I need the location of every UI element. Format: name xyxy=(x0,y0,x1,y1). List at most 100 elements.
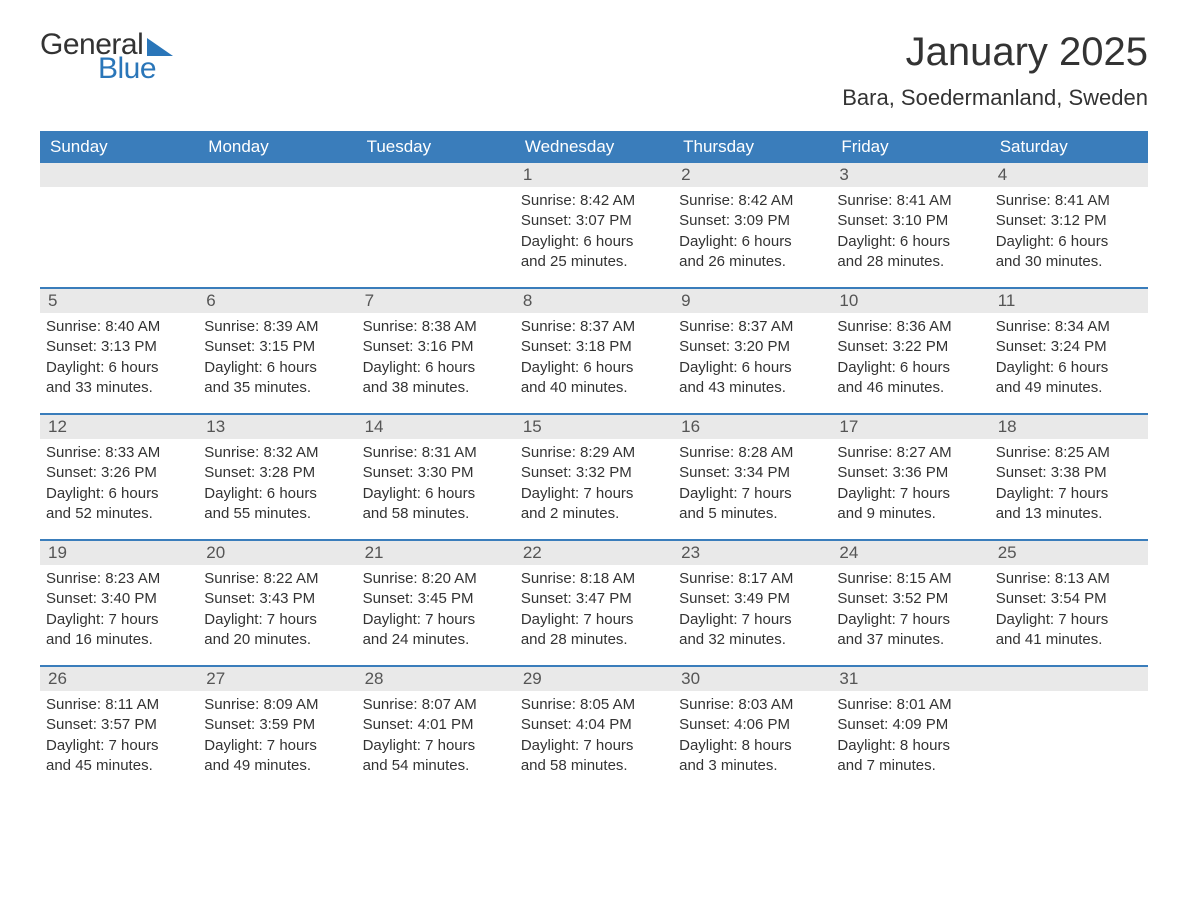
daylight-line: and 55 minutes. xyxy=(204,504,350,524)
day-number xyxy=(990,667,1148,691)
sunset-line: Sunset: 4:06 PM xyxy=(679,715,825,735)
day-content: Sunrise: 8:27 AMSunset: 3:36 PMDaylight:… xyxy=(831,443,989,524)
day-content: Sunrise: 8:22 AMSunset: 3:43 PMDaylight:… xyxy=(198,569,356,650)
weekday-header: Friday xyxy=(831,131,989,163)
day-number: 27 xyxy=(198,667,356,691)
daylight-line: Daylight: 7 hours xyxy=(363,610,509,630)
sunset-line: Sunset: 4:04 PM xyxy=(521,715,667,735)
daylight-line: Daylight: 7 hours xyxy=(46,736,192,756)
sunrise-line: Sunrise: 8:01 AM xyxy=(837,695,983,715)
sunrise-line: Sunrise: 8:18 AM xyxy=(521,569,667,589)
sunrise-line: Sunrise: 8:42 AM xyxy=(521,191,667,211)
sunrise-line: Sunrise: 8:41 AM xyxy=(837,191,983,211)
sunrise-line: Sunrise: 8:42 AM xyxy=(679,191,825,211)
sunset-line: Sunset: 3:38 PM xyxy=(996,463,1142,483)
sunrise-line: Sunrise: 8:34 AM xyxy=(996,317,1142,337)
day-cell: 15Sunrise: 8:29 AMSunset: 3:32 PMDayligh… xyxy=(515,415,673,539)
day-cell: 25Sunrise: 8:13 AMSunset: 3:54 PMDayligh… xyxy=(990,541,1148,665)
day-content: Sunrise: 8:11 AMSunset: 3:57 PMDaylight:… xyxy=(40,695,198,776)
day-content: Sunrise: 8:03 AMSunset: 4:06 PMDaylight:… xyxy=(673,695,831,776)
sunset-line: Sunset: 3:12 PM xyxy=(996,211,1142,231)
day-content: Sunrise: 8:23 AMSunset: 3:40 PMDaylight:… xyxy=(40,569,198,650)
day-content: Sunrise: 8:25 AMSunset: 3:38 PMDaylight:… xyxy=(990,443,1148,524)
sunrise-line: Sunrise: 8:22 AM xyxy=(204,569,350,589)
day-cell: 10Sunrise: 8:36 AMSunset: 3:22 PMDayligh… xyxy=(831,289,989,413)
sunrise-line: Sunrise: 8:41 AM xyxy=(996,191,1142,211)
day-number: 23 xyxy=(673,541,831,565)
day-cell: 19Sunrise: 8:23 AMSunset: 3:40 PMDayligh… xyxy=(40,541,198,665)
sunset-line: Sunset: 3:36 PM xyxy=(837,463,983,483)
week-row: 12Sunrise: 8:33 AMSunset: 3:26 PMDayligh… xyxy=(40,413,1148,539)
daylight-line: and 37 minutes. xyxy=(837,630,983,650)
day-cell xyxy=(198,163,356,287)
sunrise-line: Sunrise: 8:29 AM xyxy=(521,443,667,463)
weekday-header: Saturday xyxy=(990,131,1148,163)
daylight-line: Daylight: 6 hours xyxy=(46,358,192,378)
sunset-line: Sunset: 3:59 PM xyxy=(204,715,350,735)
logo-text-blue: Blue xyxy=(98,54,173,84)
day-content: Sunrise: 8:31 AMSunset: 3:30 PMDaylight:… xyxy=(357,443,515,524)
day-cell: 21Sunrise: 8:20 AMSunset: 3:45 PMDayligh… xyxy=(357,541,515,665)
daylight-line: and 46 minutes. xyxy=(837,378,983,398)
sunset-line: Sunset: 3:18 PM xyxy=(521,337,667,357)
daylight-line: Daylight: 7 hours xyxy=(521,484,667,504)
daylight-line: and 43 minutes. xyxy=(679,378,825,398)
day-cell: 28Sunrise: 8:07 AMSunset: 4:01 PMDayligh… xyxy=(357,667,515,791)
daylight-line: and 25 minutes. xyxy=(521,252,667,272)
daylight-line: Daylight: 6 hours xyxy=(837,232,983,252)
day-number: 13 xyxy=(198,415,356,439)
daylight-line: Daylight: 6 hours xyxy=(46,484,192,504)
daylight-line: Daylight: 7 hours xyxy=(996,610,1142,630)
sunset-line: Sunset: 3:34 PM xyxy=(679,463,825,483)
header: General Blue January 2025 Bara, Soederma… xyxy=(40,30,1148,111)
day-number: 9 xyxy=(673,289,831,313)
daylight-line: and 54 minutes. xyxy=(363,756,509,776)
day-cell: 3Sunrise: 8:41 AMSunset: 3:10 PMDaylight… xyxy=(831,163,989,287)
day-content: Sunrise: 8:38 AMSunset: 3:16 PMDaylight:… xyxy=(357,317,515,398)
daylight-line: and 38 minutes. xyxy=(363,378,509,398)
day-cell: 27Sunrise: 8:09 AMSunset: 3:59 PMDayligh… xyxy=(198,667,356,791)
day-number: 7 xyxy=(357,289,515,313)
day-cell: 4Sunrise: 8:41 AMSunset: 3:12 PMDaylight… xyxy=(990,163,1148,287)
sunset-line: Sunset: 3:30 PM xyxy=(363,463,509,483)
day-content: Sunrise: 8:15 AMSunset: 3:52 PMDaylight:… xyxy=(831,569,989,650)
daylight-line: and 9 minutes. xyxy=(837,504,983,524)
daylight-line: and 58 minutes. xyxy=(363,504,509,524)
sunrise-line: Sunrise: 8:38 AM xyxy=(363,317,509,337)
day-content: Sunrise: 8:34 AMSunset: 3:24 PMDaylight:… xyxy=(990,317,1148,398)
day-content: Sunrise: 8:36 AMSunset: 3:22 PMDaylight:… xyxy=(831,317,989,398)
day-cell: 13Sunrise: 8:32 AMSunset: 3:28 PMDayligh… xyxy=(198,415,356,539)
daylight-line: Daylight: 6 hours xyxy=(363,358,509,378)
day-content: Sunrise: 8:40 AMSunset: 3:13 PMDaylight:… xyxy=(40,317,198,398)
day-cell: 17Sunrise: 8:27 AMSunset: 3:36 PMDayligh… xyxy=(831,415,989,539)
day-content: Sunrise: 8:42 AMSunset: 3:07 PMDaylight:… xyxy=(515,191,673,272)
daylight-line: and 30 minutes. xyxy=(996,252,1142,272)
sunset-line: Sunset: 3:32 PM xyxy=(521,463,667,483)
weekday-header: Tuesday xyxy=(357,131,515,163)
sunrise-line: Sunrise: 8:32 AM xyxy=(204,443,350,463)
day-number: 8 xyxy=(515,289,673,313)
sunrise-line: Sunrise: 8:09 AM xyxy=(204,695,350,715)
sunset-line: Sunset: 3:16 PM xyxy=(363,337,509,357)
sunrise-line: Sunrise: 8:37 AM xyxy=(679,317,825,337)
daylight-line: Daylight: 6 hours xyxy=(204,484,350,504)
day-cell: 24Sunrise: 8:15 AMSunset: 3:52 PMDayligh… xyxy=(831,541,989,665)
day-content: Sunrise: 8:37 AMSunset: 3:18 PMDaylight:… xyxy=(515,317,673,398)
daylight-line: Daylight: 6 hours xyxy=(996,232,1142,252)
day-cell: 11 Sunrise: 8:34 AMSunset: 3:24 PMDayligh… xyxy=(990,289,1148,413)
day-content: Sunrise: 8:33 AMSunset: 3:26 PMDaylight:… xyxy=(40,443,198,524)
day-content: Sunrise: 8:07 AMSunset: 4:01 PMDaylight:… xyxy=(357,695,515,776)
sunrise-line: Sunrise: 8:17 AM xyxy=(679,569,825,589)
day-number xyxy=(198,163,356,187)
day-number: 11 xyxy=(990,289,1148,313)
sunset-line: Sunset: 3:09 PM xyxy=(679,211,825,231)
day-cell: 26Sunrise: 8:11 AMSunset: 3:57 PMDayligh… xyxy=(40,667,198,791)
day-number: 5 xyxy=(40,289,198,313)
month-title: January 2025 xyxy=(842,30,1148,75)
day-number xyxy=(40,163,198,187)
daylight-line: and 16 minutes. xyxy=(46,630,192,650)
sunrise-line: Sunrise: 8:11 AM xyxy=(46,695,192,715)
day-number: 6 xyxy=(198,289,356,313)
daylight-line: Daylight: 7 hours xyxy=(996,484,1142,504)
sunrise-line: Sunrise: 8:15 AM xyxy=(837,569,983,589)
